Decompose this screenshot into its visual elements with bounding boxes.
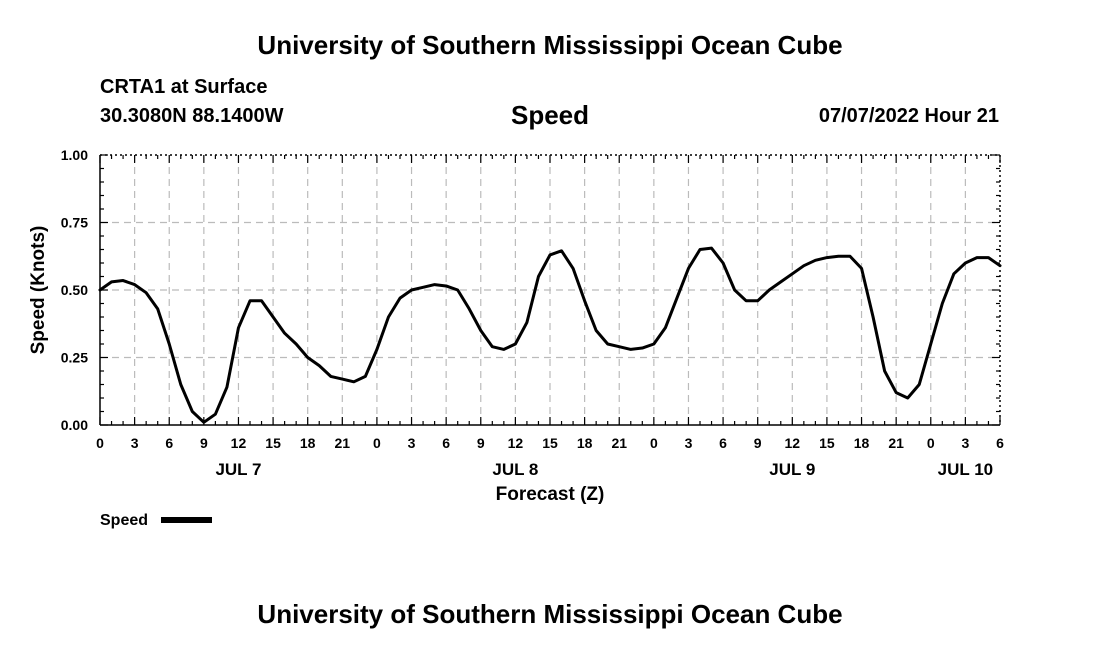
x-tick-label: 15 <box>542 435 558 451</box>
x-tick-label: 9 <box>200 435 208 451</box>
chart-title: Speed <box>510 100 590 130</box>
x-tick-label: 0 <box>927 435 935 451</box>
y-tick-label: 0.75 <box>61 215 88 231</box>
x-tick-label: 0 <box>96 435 104 451</box>
x-tick-label: 15 <box>819 435 835 451</box>
date-label: JUL 7 <box>215 460 261 479</box>
x-tick-label: 0 <box>373 435 381 451</box>
x-tick-label: 3 <box>685 435 693 451</box>
x-tick-label: 12 <box>508 435 524 451</box>
x-tick-label: 12 <box>231 435 247 451</box>
y-tick-label: 0.50 <box>61 282 88 298</box>
date-label: JUL 8 <box>492 460 538 479</box>
x-tick-label: 9 <box>477 435 485 451</box>
x-tick-label: 21 <box>611 435 627 451</box>
x-tick-label: 21 <box>888 435 904 451</box>
legend-swatch <box>161 517 212 523</box>
x-tick-label: 18 <box>854 435 870 451</box>
legend-label: Speed <box>100 512 148 529</box>
x-tick-label: 3 <box>131 435 139 451</box>
x-tick-label: 3 <box>408 435 416 451</box>
x-tick-label: 21 <box>335 435 351 451</box>
x-tick-label: 18 <box>577 435 593 451</box>
date-label: JUL 9 <box>769 460 815 479</box>
x-tick-label: 6 <box>442 435 450 451</box>
series-layer <box>98 246 1002 424</box>
speed-series-line <box>98 246 1002 424</box>
x-tick-label: 18 <box>300 435 316 451</box>
x-tick-label: 3 <box>961 435 969 451</box>
y-tick-label: 0.00 <box>61 417 88 433</box>
y-tick-label: 1.00 <box>61 147 88 163</box>
x-tick-label: 6 <box>165 435 173 451</box>
forecast-datetime: 07/07/2022 Hour 21 <box>818 105 999 127</box>
labels: 0 3 6 9 12 15 18 21 0 3 6 9 12 15 18 21 0 3 6 9 12 15 18 21 0 3 6 0… <box>28 147 1004 529</box>
x-tick-label: 0 <box>650 435 658 451</box>
footer-title: University of Southern Mississippi Ocean… <box>257 599 843 629</box>
grid <box>100 155 1000 425</box>
x-tick-label: 15 <box>265 435 281 451</box>
x-tick-label: 12 <box>785 435 801 451</box>
main-title: University of Southern Mississippi Ocean… <box>257 30 843 60</box>
coordinates-label: 30.3080N 88.1400W <box>100 105 284 127</box>
y-tick-label: 0.25 <box>61 350 88 366</box>
date-label: JUL 10 <box>938 460 993 479</box>
x-tick-label: 6 <box>719 435 727 451</box>
y-axis-title: Speed (Knots) <box>28 226 49 355</box>
station-label: CRTA1 at Surface <box>100 76 268 98</box>
x-tick-label: 6 <box>996 435 1004 451</box>
x-tick-label: 9 <box>754 435 762 451</box>
x-axis-title: Forecast (Z) <box>496 484 605 505</box>
